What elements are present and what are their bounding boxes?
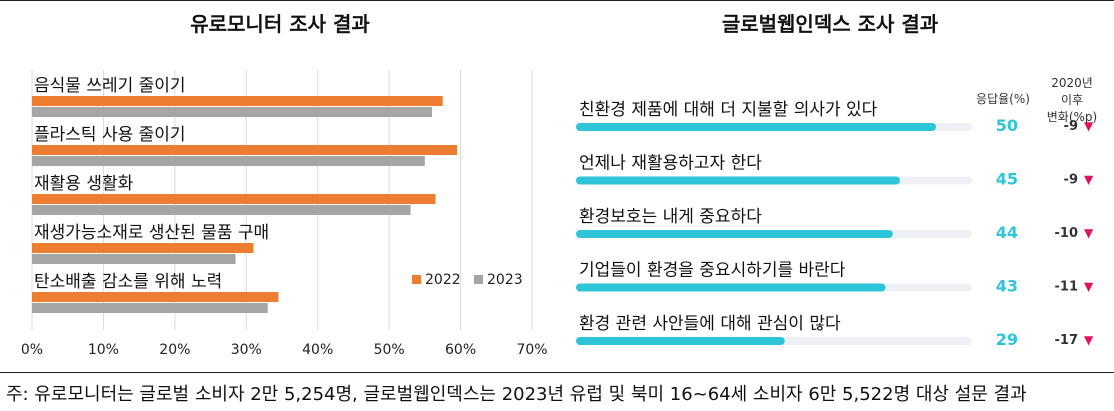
category-label: 플라스틱 사용 줄이기 [34,125,186,145]
down-triangle-icon: ▼ [1084,333,1094,347]
response-bar [576,230,893,238]
bar-2023 [32,205,411,215]
x-tick-label: 20% [159,342,190,358]
bar-2022 [32,96,443,106]
chart-title: 글로벌웹인덱스 조사 결과 [722,12,939,36]
change-value: -17 [1055,333,1079,348]
x-tick-label: 60% [445,342,476,358]
x-tick-label: 10% [88,342,119,358]
response-value: 43 [996,277,1018,296]
statement-label: 환경보호는 내게 중요하다 [579,207,762,227]
x-tick-label: 70% [516,342,547,358]
bottom-divider [0,372,1114,373]
change-value: -10 [1055,226,1079,241]
bar-2023 [32,107,432,117]
response-bar [576,283,886,292]
category-label: 음식물 쓰레기 줄이기 [34,76,186,96]
down-triangle-icon: ▼ [1084,280,1094,294]
bar-2022 [32,194,436,204]
statement-label: 환경 관련 사안들에 대해 관심이 많다 [579,314,841,334]
header-change-line: 2020년 [1051,76,1093,90]
chart-title: 유로모니터 조사 결과 [190,12,370,36]
x-tick-label: 30% [231,342,262,358]
down-triangle-icon: ▼ [1084,119,1094,133]
header-response-rate: 응답율(%) [976,92,1030,106]
response-bar [576,337,785,345]
down-triangle-icon: ▼ [1084,226,1094,240]
down-triangle-icon: ▼ [1084,173,1094,187]
category-label: 재생가능소재로 생산된 물품 구매 [34,223,269,243]
x-tick-label: 40% [302,342,333,358]
euromonitor-chart: 유로모니터 조사 결과 0% 10% 20% 30% 40% 50% 60% 70% 음식물 쓰레… [21,12,548,358]
category-label: 재활용 생활화 [34,174,134,194]
bar-2023 [32,303,268,313]
response-bar [576,123,936,131]
legend-label: 2023 [487,272,523,288]
change-value: -11 [1055,280,1079,295]
legend-label: 2022 [425,272,461,288]
bar-2023 [32,156,425,166]
change-value: -9 [1064,173,1078,188]
x-tick-label: 0% [21,342,43,358]
bar-2022 [32,292,279,302]
legend-swatch-2023 [474,275,483,284]
response-value: 45 [996,170,1018,189]
top-divider [0,0,1114,1]
statement-label: 언제나 재활용하고자 한다 [579,154,762,174]
statement-label: 친환경 제품에 대해 더 지불할 의사가 있다 [579,100,878,120]
response-value: 44 [996,223,1018,242]
header-change-line: 변화(%p) [1047,110,1097,124]
footnote: 주: 유로모니터는 글로벌 소비자 2만 5,254명, 글로벌웹인덱스는 20… [6,384,1027,405]
change-value: -9 [1064,119,1078,134]
bar-2023 [32,254,236,264]
statement-label: 기업들이 환경을 중요시하기를 바란다 [579,261,846,281]
response-bar [576,176,900,185]
category-label: 탄소배출 감소를 위해 노력 [34,272,222,292]
response-value: 29 [996,330,1018,349]
bar-2022 [32,145,457,155]
legend-swatch-2022 [412,275,421,284]
response-value: 50 [996,116,1018,135]
header-change-line: 이후 [1061,93,1083,107]
x-tick-label: 50% [374,342,405,358]
bar-2022 [32,243,254,253]
